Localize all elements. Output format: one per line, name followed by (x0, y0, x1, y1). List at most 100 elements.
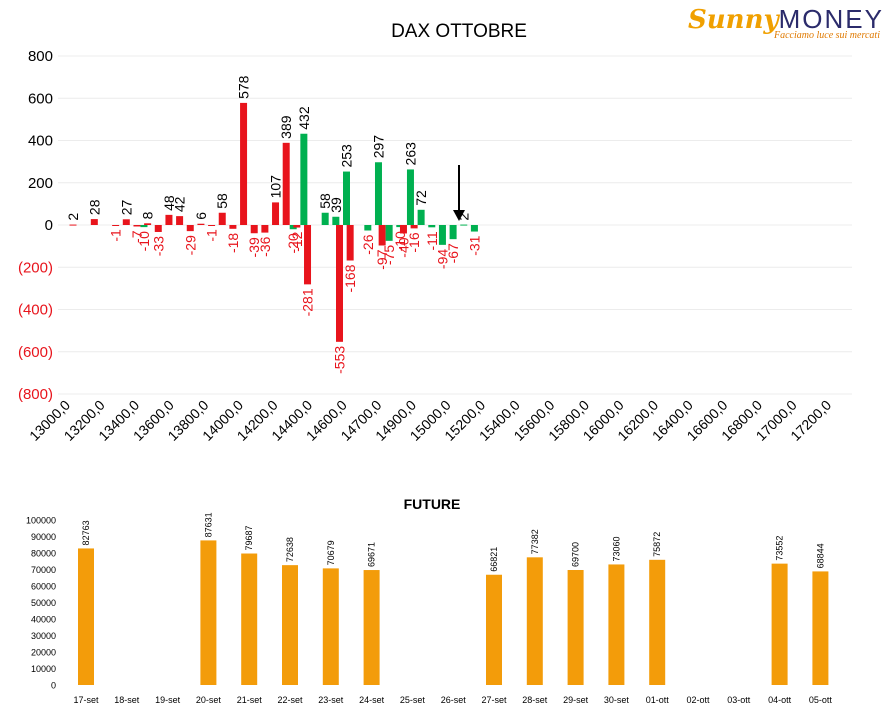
data-label: 75872 (652, 532, 662, 557)
y-axis-ticks: 0 10000 20000 30000 40000 50000 60000 70000 8000… (26, 516, 56, 691)
bar (567, 569, 584, 685)
bar (218, 212, 226, 225)
x-tick-label: 17-set (73, 695, 99, 705)
x-tick-label: 25-set (400, 695, 426, 705)
data-label: 27 (118, 200, 134, 216)
data-label: -18 (225, 233, 241, 253)
data-label: 48 (161, 195, 177, 211)
data-label: -11 (424, 231, 440, 250)
y-tick-label: 800 (28, 48, 53, 65)
y-tick-label: 400 (28, 133, 53, 150)
bar (396, 225, 404, 228)
bar (438, 225, 446, 245)
dax-ottobre-chart: DAX OTTOBRE 800 600 400 200 0 (200) (400) (600)… (18, 21, 852, 444)
bar (282, 565, 298, 685)
data-label: -10 (136, 231, 152, 251)
bar (346, 225, 354, 261)
data-label: 66821 (489, 547, 499, 572)
x-tick-label: 22-set (277, 695, 303, 705)
data-label: 77382 (530, 529, 540, 554)
x-tick-label: 28-set (522, 695, 548, 705)
bar (321, 212, 329, 225)
chart-title: DAX OTTOBRE (391, 21, 527, 42)
bar (460, 224, 468, 226)
data-label: 39 (328, 197, 344, 213)
bar (406, 169, 414, 225)
y-tick-label: 90000 (31, 532, 56, 542)
data-labels: 228-127-7-108-334842-296-158-18578-39-36… (65, 75, 482, 374)
bar (282, 142, 290, 225)
x-tick-label: 20-set (196, 695, 222, 705)
data-label: 79687 (244, 525, 254, 550)
bar (200, 540, 217, 685)
bar (364, 225, 372, 231)
bar (470, 225, 478, 232)
y-tick-label: 100000 (26, 516, 56, 526)
data-label: -168 (342, 264, 358, 292)
data-label: -1 (108, 229, 124, 242)
bar (112, 225, 120, 226)
bar (812, 571, 829, 685)
logo-tagline: Facciamo luce sui mercati (774, 30, 880, 41)
data-label: -67 (445, 243, 461, 263)
data-label: -75 (381, 245, 397, 265)
bar (90, 219, 98, 225)
y-tick-label: (200) (18, 259, 53, 276)
bar (133, 225, 141, 227)
bar (78, 548, 94, 685)
bar (272, 202, 280, 225)
bar (374, 162, 382, 225)
bar (336, 225, 343, 342)
bar (241, 553, 258, 685)
bar (385, 225, 393, 241)
data-label: 68844 (815, 543, 825, 568)
x-tick-label: 19-set (155, 695, 181, 705)
bar (649, 559, 666, 685)
data-label: -33 (150, 236, 166, 256)
bar (144, 223, 152, 225)
x-axis-ticks: 13000,013200,013400,013600,013800,014000… (26, 397, 834, 444)
y-tick-label: (800) (18, 386, 53, 403)
data-label: -16 (406, 232, 422, 252)
bar (122, 219, 130, 225)
bar (428, 225, 436, 228)
data-label: 8 (140, 211, 156, 219)
data-label: 72638 (285, 537, 295, 562)
data-label: 28 (86, 199, 102, 215)
bar (399, 225, 407, 234)
bar (240, 102, 248, 225)
data-label: 58 (214, 193, 230, 209)
data-label: 72 (413, 190, 429, 206)
x-tick-label: 29-set (563, 695, 589, 705)
y-axis-ticks: 800 600 400 200 0 (200) (400) (600) (800) (18, 48, 53, 403)
data-label: -26 (360, 234, 376, 254)
x-tick-label: 05-ott (809, 695, 833, 705)
y-tick-label: (400) (18, 302, 53, 319)
x-tick-label: 04-ott (768, 695, 792, 705)
data-label: 42 (172, 196, 188, 212)
bar (229, 225, 237, 229)
data-label: 73060 (611, 536, 621, 561)
bar (293, 225, 301, 228)
bar (343, 171, 350, 225)
y-tick-label: 40000 (31, 615, 56, 625)
data-label: -36 (257, 236, 273, 256)
data-label: 263 (402, 142, 418, 166)
y-tick-label: 60000 (31, 582, 56, 592)
bar (304, 225, 312, 285)
bar (140, 225, 148, 228)
logo-wordmark: SunnyMONEY (688, 4, 884, 35)
y-tick-label: 0 (51, 681, 56, 691)
bar (322, 568, 339, 685)
data-label: -7 (129, 230, 145, 243)
bar (363, 570, 380, 685)
bar (69, 224, 77, 226)
x-tick-label: 01-ott (646, 695, 670, 705)
bar (486, 574, 502, 685)
y-tick-label: 0 (45, 217, 53, 234)
data-label: 82763 (81, 520, 91, 545)
bar (197, 223, 205, 225)
bar (608, 564, 625, 685)
arrow-head (453, 210, 465, 221)
data-label: 73552 (775, 536, 785, 561)
